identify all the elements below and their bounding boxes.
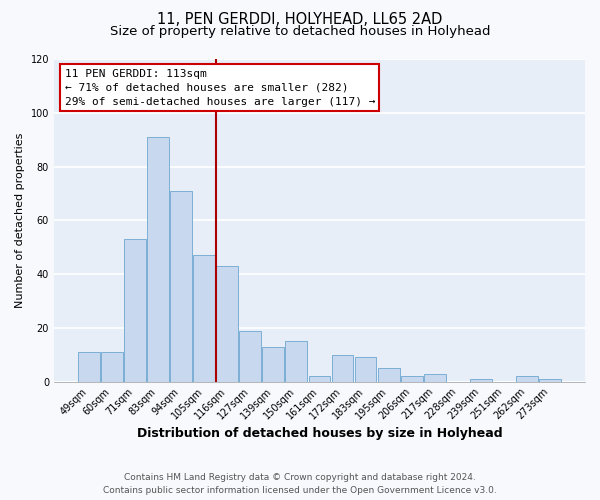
Text: 11 PEN GERDDI: 113sqm
← 71% of detached houses are smaller (282)
29% of semi-det: 11 PEN GERDDI: 113sqm ← 71% of detached …: [65, 68, 375, 106]
Bar: [101, 352, 123, 382]
Bar: [332, 355, 353, 382]
Bar: [377, 368, 400, 382]
Bar: [286, 342, 307, 382]
Bar: [193, 256, 215, 382]
Text: 11, PEN GERDDI, HOLYHEAD, LL65 2AD: 11, PEN GERDDI, HOLYHEAD, LL65 2AD: [157, 12, 443, 28]
Bar: [170, 191, 192, 382]
Text: Size of property relative to detached houses in Holyhead: Size of property relative to detached ho…: [110, 25, 490, 38]
Bar: [308, 376, 331, 382]
Bar: [217, 266, 238, 382]
Bar: [355, 358, 376, 382]
X-axis label: Distribution of detached houses by size in Holyhead: Distribution of detached houses by size …: [137, 427, 502, 440]
Bar: [401, 376, 422, 382]
Bar: [516, 376, 538, 382]
Bar: [262, 346, 284, 382]
Bar: [539, 379, 561, 382]
Bar: [239, 330, 261, 382]
Bar: [424, 374, 446, 382]
Bar: [147, 137, 169, 382]
Bar: [78, 352, 100, 382]
Y-axis label: Number of detached properties: Number of detached properties: [15, 132, 25, 308]
Text: Contains HM Land Registry data © Crown copyright and database right 2024.
Contai: Contains HM Land Registry data © Crown c…: [103, 473, 497, 495]
Bar: [124, 239, 146, 382]
Bar: [470, 379, 492, 382]
